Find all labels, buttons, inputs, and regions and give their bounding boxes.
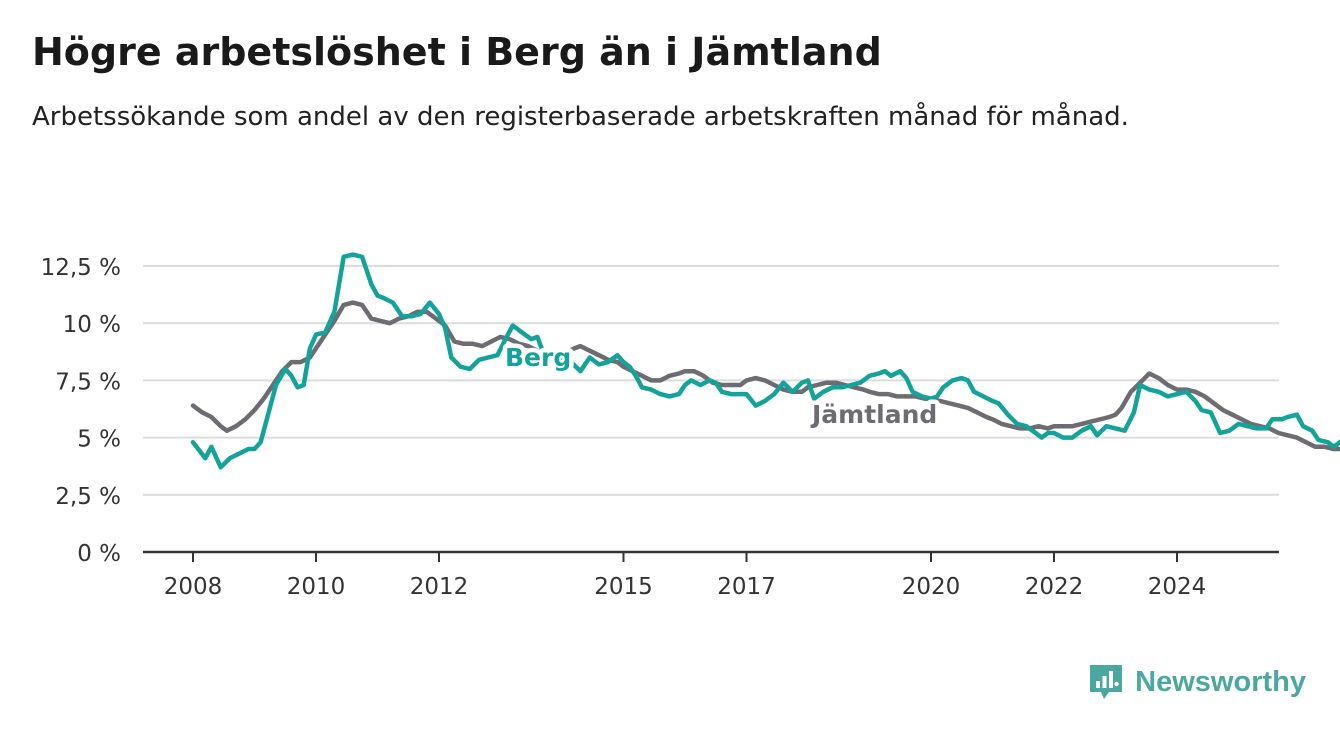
x-tick-label: 2012 [410,574,469,600]
series-label-berg: Berg [505,343,571,372]
y-tick-label: 10 % [63,312,121,338]
series-label-berg-halo: Berg [505,343,571,372]
y-tick-label: 2,5 % [55,484,121,510]
y-tick-label: 12,5 % [41,255,121,281]
x-tick-label: 2022 [1025,574,1084,600]
x-tick-label: 2024 [1148,574,1207,600]
brand-name: Newsworthy [1135,665,1306,698]
chart-title: Högre arbetslöshet i Berg än i Jämtland [32,30,882,74]
x-tick-label: 2020 [902,574,961,600]
x-axis: 2008 2010 2012 2015 2017 2020 2022 2024 [143,550,1279,600]
y-tick-label: 5 % [77,427,121,453]
newsworthy-logo: Newsworthy [1087,660,1306,704]
y-axis: 0 % 2,5 % 5 % 7,5 % 10 % 12,5 % [41,255,121,567]
x-tick-label: 2008 [164,574,223,600]
series-line-berg [190,252,1340,470]
series-label-jamtland: Jämtland [810,400,937,429]
y-tick-label: 0 % [77,541,121,567]
x-tick-label: 2010 [287,574,346,600]
x-tick-label: 2015 [594,574,653,600]
bar-chart-icon [1090,665,1123,699]
series-lines [190,252,1340,470]
series-line-jämtland [190,300,1340,452]
y-tick-label: 7,5 % [55,369,121,395]
series-label-jamtland-halo: Jämtland [810,400,937,429]
chart-subtitle: Arbetssökande som andel av den registerb… [32,102,1129,132]
x-tick-label: 2017 [717,574,776,600]
